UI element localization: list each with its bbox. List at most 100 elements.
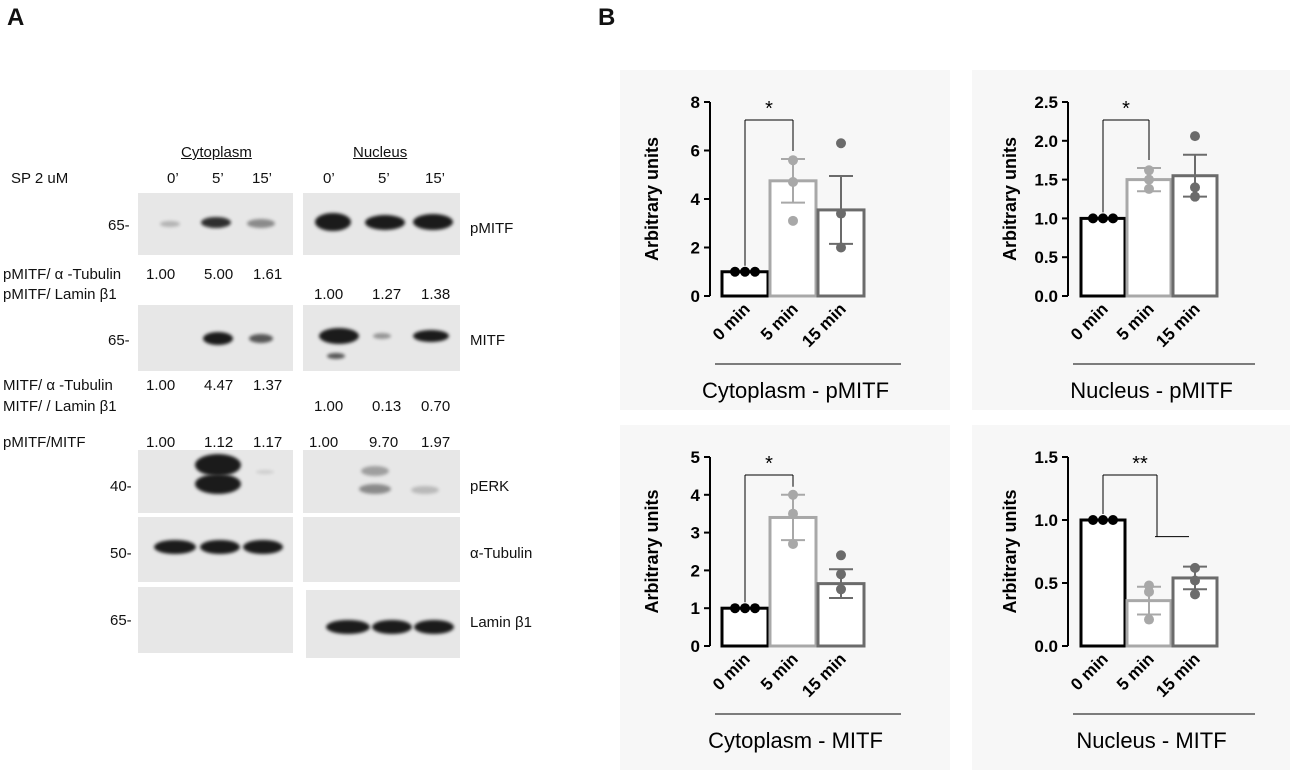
data-point (1144, 586, 1154, 597)
y-tick-label: 5 (691, 448, 700, 467)
y-axis-title: Arbitrary units (1000, 137, 1020, 261)
blot-band (195, 454, 241, 476)
nucleus-header: Nucleus (353, 144, 408, 161)
y-tick-label: 4 (691, 486, 701, 505)
bar (1079, 216, 1127, 298)
data-point (836, 208, 846, 219)
timepoint-label: 5’ (212, 170, 224, 187)
blot-band (326, 620, 370, 634)
data-point (836, 569, 846, 580)
data-point (788, 508, 798, 519)
blot-band (365, 215, 405, 230)
data-point (730, 266, 740, 277)
data-point (750, 266, 760, 277)
panel-label-b: B (598, 4, 616, 31)
significance-label: * (765, 453, 773, 475)
blot-band (327, 353, 345, 359)
blot-band (160, 221, 180, 227)
blot-band (200, 540, 240, 554)
mw-marker: 50- (110, 545, 132, 562)
data-point (836, 138, 846, 149)
data-point (1190, 575, 1200, 586)
data-point (1190, 589, 1200, 600)
quant-value: 1.12 (204, 434, 234, 451)
y-tick-label: 1.0 (1034, 511, 1058, 530)
quant-value: 1.61 (253, 266, 283, 283)
quant-value: 1.00 (314, 398, 344, 415)
y-tick-label: 1.5 (1034, 448, 1058, 467)
cytoplasm-header: Cytoplasm (181, 144, 252, 161)
data-point (836, 242, 846, 253)
pmitf-cyto-blot (138, 193, 293, 255)
data-point (788, 155, 798, 166)
blot-band (203, 332, 233, 345)
quant-value: 1.38 (421, 286, 451, 303)
blot-band (411, 486, 439, 494)
y-tick-label: 0.0 (1034, 637, 1058, 656)
data-point (1088, 515, 1098, 525)
quant-row-label: MITF/ α -Tubulin (3, 377, 113, 394)
data-point (788, 538, 798, 549)
blot-band (243, 540, 283, 554)
blot-band (413, 214, 453, 230)
timepoint-label: 0’ (167, 170, 179, 187)
timepoint-label: 0’ (323, 170, 335, 187)
quant-row-label: pMITF/ α -Tubulin (3, 266, 122, 283)
data-point (788, 489, 798, 500)
data-point (740, 603, 750, 614)
mitf-cyto-blot (138, 305, 293, 371)
data-point (1098, 213, 1108, 224)
blot-band (201, 217, 231, 228)
chart-title: Cytoplasm - MITF (708, 728, 883, 753)
data-point (1190, 191, 1200, 202)
data-point (1190, 131, 1200, 142)
data-point (740, 266, 750, 277)
blot-band (319, 328, 359, 344)
y-tick-label: 2.0 (1034, 132, 1058, 151)
bar (1079, 518, 1127, 648)
chart-title: Nucleus - pMITF (1070, 378, 1233, 403)
blot-band (154, 540, 196, 554)
blot-label-pmitf: pMITF (470, 220, 514, 237)
perk-nuc-blot (303, 450, 460, 513)
y-tick-label: 8 (691, 93, 700, 112)
bar (720, 606, 770, 648)
quant-value: 1.00 (146, 434, 176, 451)
data-point (1108, 213, 1118, 224)
tubulin-cyto-blot (138, 517, 293, 582)
lamin-nuc-blot (306, 590, 460, 658)
quant-value: 1.97 (421, 434, 451, 451)
lamin-cyto-blot (138, 587, 293, 653)
blot-label-perk: pERK (470, 478, 510, 495)
blot-band (361, 466, 389, 476)
mitf-nuc-blot (303, 305, 460, 371)
quant-row-label: MITF/ / Lamin β1 (3, 398, 117, 415)
data-point (1144, 614, 1154, 625)
quant-row-label: pMITF/ Lamin β1 (3, 286, 117, 303)
significance-label: * (1122, 98, 1130, 120)
data-point (836, 584, 846, 595)
significance-label: ** (1132, 453, 1148, 475)
quant-row-label: pMITF/MITF (3, 434, 86, 451)
y-tick-label: 6 (691, 142, 700, 161)
y-tick-label: 4 (691, 190, 701, 209)
quant-value: 1.27 (372, 286, 402, 303)
quant-value: 1.00 (314, 286, 344, 303)
blot-band (195, 474, 241, 494)
data-point (1190, 562, 1200, 573)
data-point (1088, 213, 1098, 224)
quant-value: 9.70 (369, 434, 399, 451)
data-point (788, 215, 798, 226)
blot-band (315, 213, 351, 231)
y-tick-label: 0 (691, 287, 700, 306)
y-axis-title: Arbitrary units (1000, 489, 1020, 613)
y-axis-title: Arbitrary units (642, 137, 662, 261)
quant-value: 1.37 (253, 377, 283, 394)
y-tick-label: 3 (691, 524, 700, 543)
y-tick-label: 2 (691, 561, 700, 580)
blot-label-tubulin: α-Tubulin (470, 545, 533, 562)
panel-label-a: A (7, 4, 25, 31)
